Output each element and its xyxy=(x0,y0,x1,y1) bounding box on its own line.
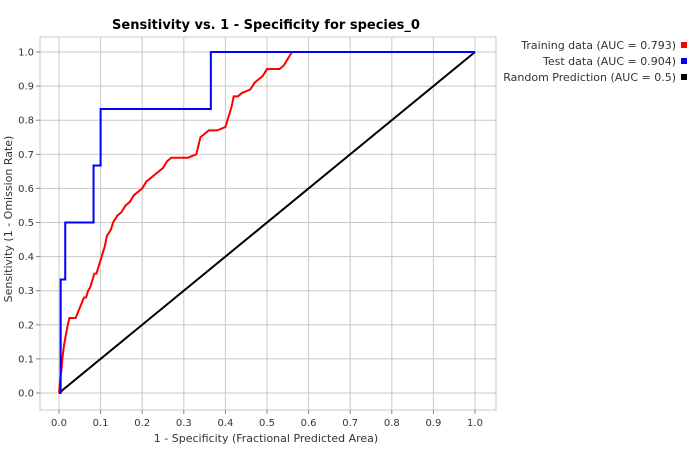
test-roc-line xyxy=(59,51,475,394)
x-tick-label: 0.5 xyxy=(259,418,275,429)
y-tick-label: 0.8 xyxy=(18,116,34,127)
x-tick-label: 0.0 xyxy=(51,418,67,429)
y-tick-label: 0.1 xyxy=(18,354,34,365)
legend-swatch-test xyxy=(681,58,687,64)
plot-area xyxy=(39,36,497,411)
x-tick-label: 0.2 xyxy=(134,418,150,429)
x-tick-label: 0.8 xyxy=(384,418,400,429)
y-tick-label: 0.7 xyxy=(18,150,34,161)
y-tick-label: 0.4 xyxy=(18,252,34,263)
y-tick-label: 0.3 xyxy=(18,286,34,297)
y-tick-label: 0.9 xyxy=(18,82,34,93)
y-tick-label: 1.0 xyxy=(18,48,34,59)
y-tick-label: 0.2 xyxy=(18,320,34,331)
x-tick-label: 0.7 xyxy=(342,418,358,429)
x-tick-label: 0.1 xyxy=(93,418,109,429)
x-tick-label: 0.4 xyxy=(217,418,233,429)
legend-swatch-training xyxy=(681,42,687,48)
random-roc-line xyxy=(58,51,476,394)
legend-label-random: Random Prediction (AUC = 0.5) xyxy=(503,71,676,84)
legend-swatch-random xyxy=(681,74,687,80)
y-tick-label: 0.0 xyxy=(18,389,34,400)
x-tick-label: 0.9 xyxy=(425,418,441,429)
x-tick-label: 1.0 xyxy=(467,418,483,429)
x-tick-label: 0.6 xyxy=(301,418,317,429)
series-lines xyxy=(58,51,476,394)
legend: Training data (AUC = 0.793) Test data (AU… xyxy=(503,39,687,84)
x-axis-label: 1 - Specificity (Fractional Predicted Ar… xyxy=(154,432,378,445)
x-tick-label: 0.3 xyxy=(176,418,192,429)
y-tick-label: 0.5 xyxy=(18,218,34,229)
legend-label-training: Training data (AUC = 0.793) xyxy=(520,39,676,52)
training-roc-line xyxy=(58,51,475,394)
y-axis-label: Sensitivity (1 - Omission Rate) xyxy=(2,136,15,303)
axis-ticks: 0.0 0.1 0.2 0.3 0.4 0.5 0.6 0.7 0.8 0.9 1.0 0.0 0.1 0… xyxy=(18,48,483,430)
y-tick-label: 0.6 xyxy=(18,184,34,195)
legend-label-test: Test data (AUC = 0.904) xyxy=(542,55,676,68)
chart-title: Sensitivity vs. 1 - Specificity for spec… xyxy=(112,18,420,33)
